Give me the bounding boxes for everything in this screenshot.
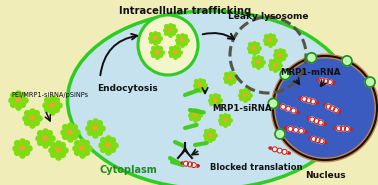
Text: Leaky lysosome: Leaky lysosome bbox=[228, 12, 308, 21]
Circle shape bbox=[281, 104, 286, 109]
Circle shape bbox=[342, 56, 352, 66]
Circle shape bbox=[310, 117, 315, 122]
Circle shape bbox=[268, 38, 271, 41]
Circle shape bbox=[43, 136, 47, 140]
Circle shape bbox=[306, 98, 311, 103]
Circle shape bbox=[243, 93, 246, 97]
Circle shape bbox=[341, 126, 345, 131]
Circle shape bbox=[68, 130, 72, 134]
Circle shape bbox=[318, 120, 323, 125]
Circle shape bbox=[268, 98, 278, 108]
Circle shape bbox=[311, 99, 316, 104]
Circle shape bbox=[277, 148, 282, 153]
Circle shape bbox=[282, 149, 287, 154]
Text: PEI/MRP1-siRNA/pSiNPs: PEI/MRP1-siRNA/pSiNPs bbox=[11, 92, 88, 98]
Text: Endocytosis: Endocytosis bbox=[97, 83, 157, 92]
Circle shape bbox=[16, 98, 20, 102]
Circle shape bbox=[187, 162, 192, 167]
Circle shape bbox=[365, 77, 375, 87]
Text: Blocked translation: Blocked translation bbox=[210, 164, 302, 172]
Circle shape bbox=[56, 148, 60, 152]
Circle shape bbox=[299, 128, 304, 133]
Circle shape bbox=[319, 139, 324, 144]
Circle shape bbox=[344, 127, 349, 132]
Circle shape bbox=[280, 70, 290, 80]
Circle shape bbox=[319, 78, 324, 83]
Circle shape bbox=[311, 137, 316, 142]
Circle shape bbox=[169, 28, 172, 31]
Circle shape bbox=[191, 163, 196, 168]
Circle shape bbox=[286, 106, 291, 111]
Circle shape bbox=[315, 138, 320, 143]
Circle shape bbox=[327, 80, 332, 85]
Circle shape bbox=[274, 63, 276, 66]
Circle shape bbox=[138, 15, 198, 75]
Circle shape bbox=[93, 126, 97, 130]
Circle shape bbox=[155, 51, 158, 53]
Circle shape bbox=[279, 53, 282, 56]
Circle shape bbox=[333, 107, 338, 112]
Text: Nucleus: Nucleus bbox=[305, 171, 345, 179]
Text: MRP1-siRNA: MRP1-siRNA bbox=[212, 103, 271, 112]
Circle shape bbox=[326, 104, 331, 109]
Circle shape bbox=[223, 119, 226, 122]
Circle shape bbox=[174, 51, 177, 53]
Circle shape bbox=[314, 119, 319, 124]
Circle shape bbox=[20, 146, 24, 150]
Circle shape bbox=[302, 97, 307, 102]
Circle shape bbox=[30, 116, 34, 120]
Circle shape bbox=[50, 103, 54, 107]
Circle shape bbox=[106, 143, 110, 147]
Ellipse shape bbox=[68, 11, 353, 185]
Circle shape bbox=[183, 161, 189, 166]
Circle shape bbox=[153, 36, 156, 40]
Circle shape bbox=[257, 60, 260, 63]
Circle shape bbox=[198, 83, 201, 87]
Circle shape bbox=[273, 56, 377, 160]
Text: Intracellular trafficking: Intracellular trafficking bbox=[119, 6, 251, 16]
Circle shape bbox=[272, 147, 277, 152]
Circle shape bbox=[275, 129, 285, 139]
Circle shape bbox=[288, 127, 293, 132]
Circle shape bbox=[228, 77, 231, 80]
Circle shape bbox=[323, 79, 328, 84]
Circle shape bbox=[253, 46, 256, 50]
Circle shape bbox=[293, 127, 298, 132]
Circle shape bbox=[336, 126, 341, 131]
Circle shape bbox=[214, 98, 217, 102]
Circle shape bbox=[80, 146, 84, 150]
Circle shape bbox=[209, 134, 212, 137]
Circle shape bbox=[291, 108, 296, 113]
Circle shape bbox=[181, 38, 183, 41]
Circle shape bbox=[330, 106, 335, 111]
Text: MRP1-mRNA: MRP1-mRNA bbox=[280, 68, 340, 77]
Circle shape bbox=[194, 114, 197, 117]
Text: Cytoplasm: Cytoplasm bbox=[99, 165, 157, 175]
Circle shape bbox=[307, 53, 316, 63]
